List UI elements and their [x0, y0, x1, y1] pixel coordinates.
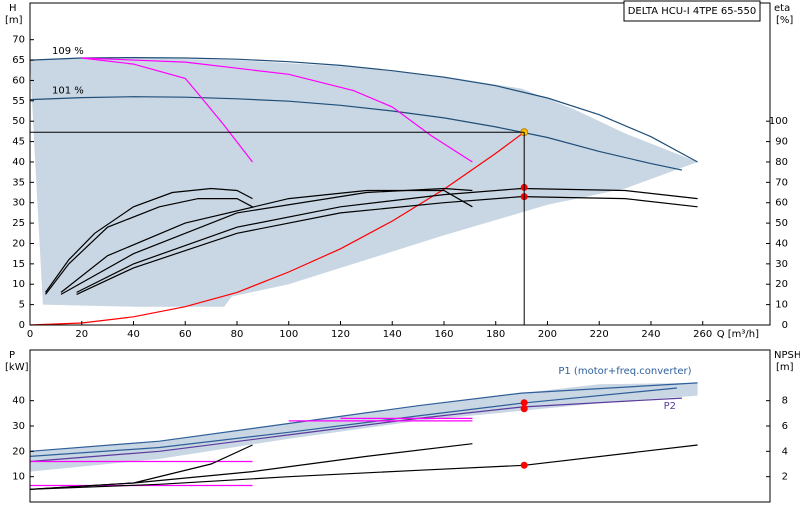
- y2-tick-label: 20: [775, 279, 788, 290]
- point-marker: [520, 405, 528, 413]
- y-tick-label: 50: [12, 116, 25, 127]
- plot-frame: [29, 2, 771, 326]
- y-tick-label: 60: [12, 75, 25, 86]
- curve: [29, 387, 677, 457]
- y-axis-label: P: [9, 350, 15, 361]
- y-tick-label: 55: [12, 96, 25, 107]
- title-box: [623, 0, 761, 22]
- y2-tick-label: 2: [782, 472, 788, 483]
- y-tick-label: 40: [12, 157, 25, 168]
- series-label: 101 %: [52, 86, 84, 97]
- y2-tick-label: 60: [775, 198, 788, 209]
- y2-tick-label: 6: [782, 421, 788, 432]
- curve: [81, 57, 253, 163]
- curve: [29, 444, 698, 490]
- curve: [29, 96, 683, 171]
- y-tick-label: 5: [19, 300, 25, 311]
- y-axis-label: H: [9, 3, 17, 14]
- range-area: [30, 58, 698, 307]
- y2-tick-label: 10: [775, 300, 788, 311]
- x-tick-label: 160: [434, 329, 453, 340]
- y-tick-label: 30: [12, 421, 25, 432]
- y2-tick-label: 100: [769, 116, 788, 127]
- y-tick-label: 40: [12, 396, 25, 407]
- y2-axis-unit: [m]: [776, 362, 794, 373]
- y-tick-label: 65: [12, 55, 25, 66]
- y2-axis-unit: [%]: [776, 15, 793, 26]
- curve: [29, 56, 698, 163]
- y-tick-label: 35: [12, 177, 25, 188]
- y2-axis-label: NPSH: [774, 350, 800, 361]
- curve: [81, 57, 473, 163]
- series-label: 109 %: [52, 46, 84, 57]
- x-tick-label: 120: [331, 329, 350, 340]
- y-tick-label: 45: [12, 137, 25, 148]
- x-tick-label: 80: [231, 329, 244, 340]
- x-axis-label: Q [m³/h]: [717, 329, 759, 340]
- x-tick-label: 60: [179, 329, 192, 340]
- x-tick-label: 260: [693, 329, 712, 340]
- x-tick-label: 100: [279, 329, 298, 340]
- x-tick-label: 40: [127, 329, 140, 340]
- x-tick-label: 180: [486, 329, 505, 340]
- y-tick-label: 10: [12, 279, 25, 290]
- series-label: P2: [664, 401, 676, 412]
- y2-tick-label: 90: [775, 137, 788, 148]
- y-tick-label: 20: [12, 446, 25, 457]
- y2-tick-label: 50: [775, 218, 788, 229]
- curve: [60, 187, 473, 295]
- y2-tick-label: 4: [782, 446, 788, 457]
- curve: [76, 195, 698, 295]
- chart-title: DELTA HCU-I 4TPE 65-550: [628, 6, 757, 17]
- y2-tick-label: 40: [775, 238, 788, 249]
- y2-tick-label: 8: [782, 396, 788, 407]
- range-area: [30, 382, 698, 472]
- y-tick-label: 0: [19, 320, 25, 331]
- x-tick-label: 220: [590, 329, 609, 340]
- y-axis-unit: [m]: [5, 15, 23, 26]
- y2-tick-label: 0: [782, 320, 788, 331]
- point-marker: [520, 399, 528, 407]
- curve: [29, 444, 253, 490]
- curve: [29, 382, 698, 452]
- x-tick-label: 0: [27, 329, 33, 340]
- x-tick-label: 20: [75, 329, 88, 340]
- y-tick-label: 30: [12, 198, 25, 209]
- x-tick-label: 140: [383, 329, 402, 340]
- y-tick-label: 70: [12, 35, 25, 46]
- x-tick-label: 200: [538, 329, 557, 340]
- y-tick-label: 25: [12, 218, 25, 229]
- point-marker: [520, 461, 528, 469]
- y2-tick-label: 80: [775, 157, 788, 168]
- y2-axis-label: eta: [774, 3, 790, 14]
- plot: [29, 382, 698, 490]
- y-tick-label: 10: [12, 472, 25, 483]
- curve: [29, 397, 683, 463]
- curve: [60, 189, 473, 293]
- y-axis-unit: [kW]: [5, 362, 29, 373]
- y-tick-label: 15: [12, 259, 25, 270]
- curve: [29, 131, 525, 326]
- curve: [45, 187, 253, 293]
- plot: [29, 56, 698, 326]
- y-tick-label: 20: [12, 238, 25, 249]
- curve: [76, 187, 698, 293]
- x-tick-label: 240: [641, 329, 660, 340]
- y2-tick-label: 70: [775, 177, 788, 188]
- curve: [45, 198, 253, 295]
- series-label: P1 (motor+freq.converter): [558, 366, 691, 377]
- y2-tick-label: 30: [775, 259, 788, 270]
